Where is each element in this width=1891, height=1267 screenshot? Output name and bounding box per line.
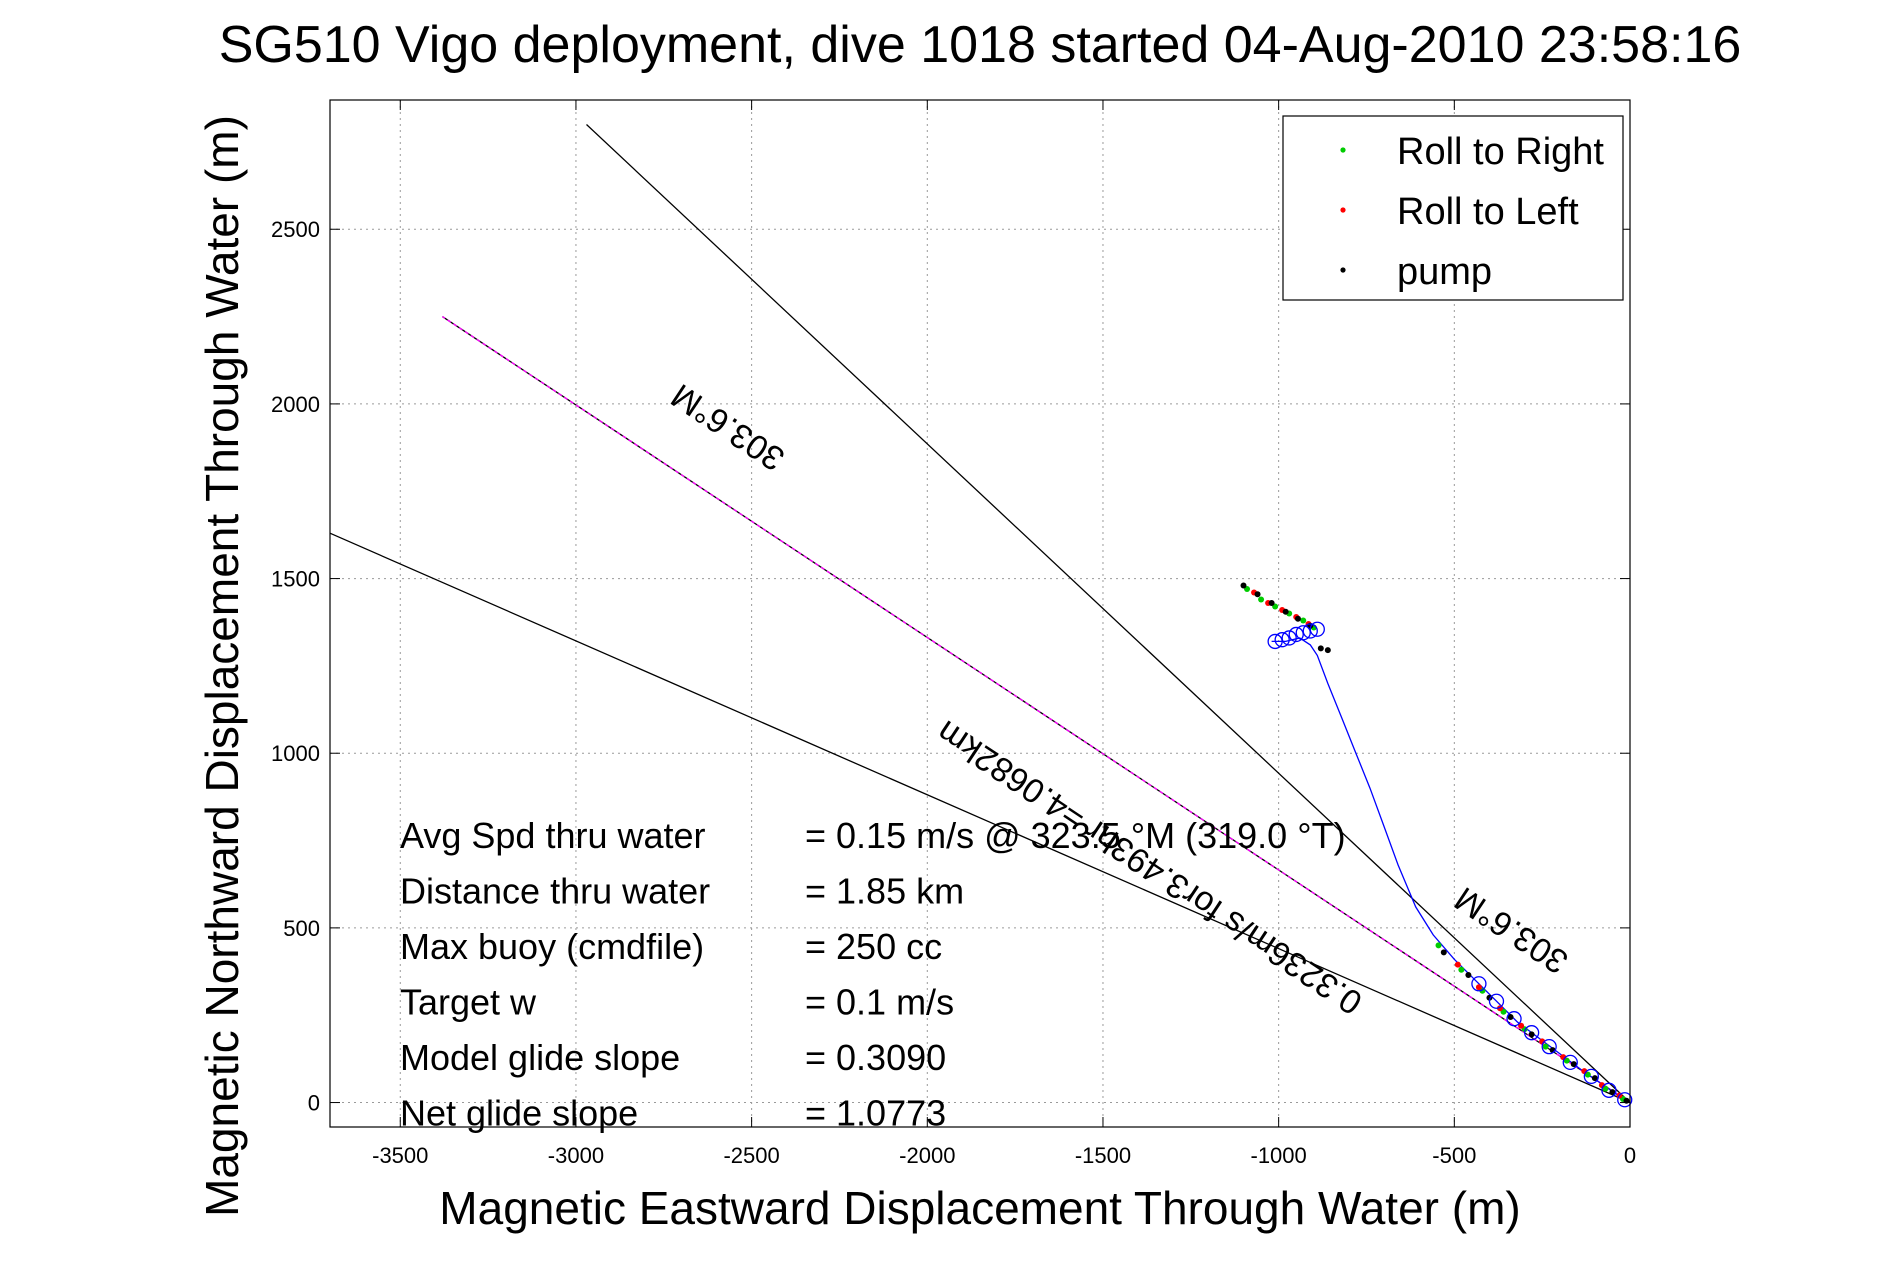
roll-to-left-point (1518, 1022, 1525, 1029)
roll-to-left-point (1454, 961, 1461, 968)
roll-to-right-point (1542, 1043, 1549, 1050)
y-tick-label: 1000 (271, 741, 320, 766)
roll-to-right-point (1300, 617, 1307, 624)
pump-point (1268, 600, 1275, 607)
stats-label: Target w (400, 982, 537, 1023)
gps-circles-point (1506, 1011, 1522, 1027)
x-tick-label: -1500 (1075, 1143, 1131, 1168)
magenta-dashed-series (442, 316, 1631, 1104)
pump-point (1240, 582, 1247, 589)
gps-circles-point (1562, 1054, 1578, 1071)
gps-circles-point (1617, 1092, 1633, 1108)
pump-point (1465, 972, 1472, 979)
roll-to-right-point (1258, 596, 1265, 603)
legend-marker (1340, 267, 1346, 273)
stats-label: Avg Spd thru water (400, 815, 706, 856)
y-tick-label: 0 (308, 1091, 320, 1116)
roll-to-right-point (1435, 942, 1442, 949)
x-tick-label: -2500 (723, 1143, 779, 1168)
grid-layer (330, 100, 1631, 1127)
gps-circles-point (1295, 625, 1311, 641)
stats-value: = 1.0773 (805, 1093, 946, 1134)
pump-point (1282, 608, 1289, 615)
ticks-layer: -3500 -3000 -2500 -2000 -1500 -1000 -500 0 0 500 1… (271, 100, 1636, 1168)
y-tick-label: 500 (283, 916, 320, 941)
gps-circles-point (1541, 1039, 1557, 1055)
legend-label: Roll to Left (1397, 191, 1579, 233)
plot-frame (329, 99, 1631, 1128)
pump-point (1294, 615, 1301, 622)
x-tick-label: -500 (1432, 1143, 1476, 1168)
x-axis-label: Magnetic Eastward Displacement Through W… (439, 1182, 1520, 1234)
pump-point (1591, 1075, 1598, 1082)
x-tick-label: -3500 (372, 1143, 428, 1168)
black-line-series (586, 124, 1631, 1103)
stats-value: = 0.1 m/s (805, 982, 954, 1023)
black-line-series (329, 532, 1631, 1104)
stats-value: = 1.85 km (805, 871, 964, 912)
gps-circles-point (1488, 993, 1505, 1009)
gps-circles-point (1583, 1068, 1600, 1084)
pump-point (1528, 1031, 1535, 1038)
gps-circles-point (1302, 623, 1318, 639)
gps-circles-point (1523, 1025, 1540, 1041)
gps-circles-point (1309, 621, 1325, 637)
x-tick-label: -3000 (548, 1143, 604, 1168)
y-tick-label: 1500 (271, 567, 320, 592)
pump-point (1609, 1089, 1616, 1096)
y-tick-label: 2500 (271, 217, 320, 242)
legend-label: pump (1397, 251, 1492, 293)
stats-value: = 0.15 m/s @ 323.5 °M (319.0 °T) (805, 815, 1346, 856)
x-tick-label: 0 (1624, 1143, 1636, 1168)
x-tick-label: -2000 (899, 1143, 955, 1168)
y-axis-label: Magnetic Northward Displacement Through … (196, 115, 248, 1217)
pump-point (1324, 647, 1331, 654)
legend-box (1282, 115, 1624, 301)
gps-circles-point (1601, 1082, 1617, 1098)
pump-point (1440, 949, 1447, 956)
pump-point (1570, 1061, 1577, 1068)
stats-block: Avg Spd thru water = 0.15 m/s @ 323.5 °M … (400, 815, 1346, 1134)
points-layer (1240, 582, 1633, 1108)
gps-circles-point (1274, 632, 1290, 648)
legend-marker (1340, 147, 1346, 153)
pump-point (1507, 1013, 1514, 1020)
lines-layer (329, 124, 1631, 1104)
chart-title: SG510 Vigo deployment, dive 1018 started… (219, 16, 1742, 74)
stats-value: = 250 cc (805, 926, 942, 967)
legend-label: Roll to Right (1397, 131, 1604, 173)
stats-value: = 0.3090 (805, 1037, 946, 1078)
legend-marker (1340, 207, 1346, 213)
pump-point (1317, 645, 1324, 652)
gps-circles-point (1288, 626, 1304, 643)
gps-circles-point (1471, 976, 1487, 992)
stats-label: Model glide slope (400, 1037, 680, 1078)
roll-to-right-point (1458, 966, 1465, 973)
stats-label: Net glide slope (400, 1093, 638, 1134)
pump-point (1254, 591, 1261, 598)
y-tick-label: 2000 (271, 392, 320, 417)
gps-circles-point (1281, 630, 1297, 646)
gps-circles-point (1267, 633, 1283, 650)
legend-items: Roll to Right Roll to Left pump (1340, 131, 1604, 293)
stats-label: Max buoy (cmdfile) (400, 926, 704, 967)
roll-to-left-point (1475, 984, 1482, 991)
stats-label: Distance thru water (400, 871, 710, 912)
legend: Roll to Right Roll to Left pump (1282, 115, 1624, 301)
x-tick-label: -1000 (1251, 1143, 1307, 1168)
